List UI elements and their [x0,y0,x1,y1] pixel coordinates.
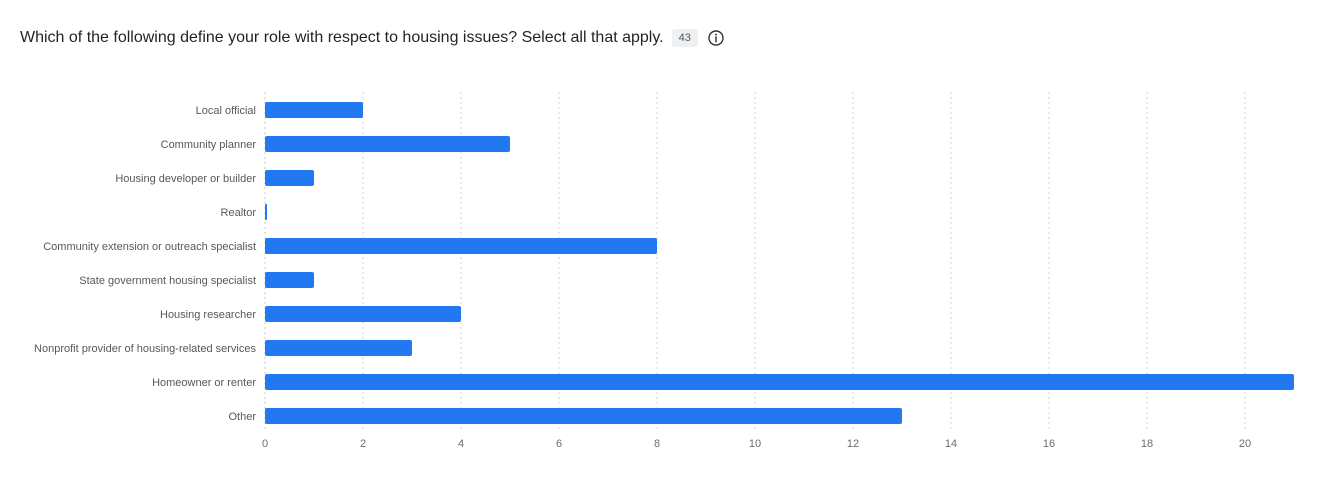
bars [265,102,1294,424]
x-tick-label: 12 [847,438,859,450]
x-tick-label: 8 [654,438,660,450]
bar[interactable] [265,204,267,220]
bar[interactable] [265,408,902,424]
question-header: Which of the following define your role … [20,26,726,50]
bar[interactable] [265,102,363,118]
x-tick-label: 10 [749,438,761,450]
bar[interactable] [265,374,1294,390]
bar[interactable] [265,136,510,152]
bar[interactable] [265,170,314,186]
x-axis-ticks: 0 2 4 6 8 10 12 14 16 18 20 [262,438,1251,450]
category-label: State government housing specialist [79,275,256,287]
x-tick-label: 18 [1141,438,1153,450]
x-tick-label: 4 [458,438,464,450]
category-labels: Local official Community planner Housing d… [34,105,256,423]
bar[interactable] [265,238,657,254]
info-icon[interactable] [706,28,726,48]
x-tick-label: 2 [360,438,366,450]
category-label: Housing researcher [160,309,256,321]
category-label: Homeowner or renter [152,377,256,389]
category-label: Housing developer or builder [115,173,256,185]
category-label: Local official [196,105,256,117]
x-tick-label: 20 [1239,438,1251,450]
x-tick-label: 6 [556,438,562,450]
category-label: Other [228,411,256,423]
category-label: Community planner [161,139,257,151]
bar[interactable] [265,340,412,356]
category-label: Realtor [221,207,257,219]
category-label: Nonprofit provider of housing-related se… [34,343,256,355]
x-tick-label: 0 [262,438,268,450]
category-label: Community extension or outreach speciali… [43,241,256,253]
bar[interactable] [265,272,314,288]
x-tick-label: 16 [1043,438,1055,450]
x-tick-label: 14 [945,438,957,450]
response-count-badge: 43 [671,29,698,47]
question-title: Which of the following define your role … [20,29,664,46]
bar[interactable] [265,306,461,322]
